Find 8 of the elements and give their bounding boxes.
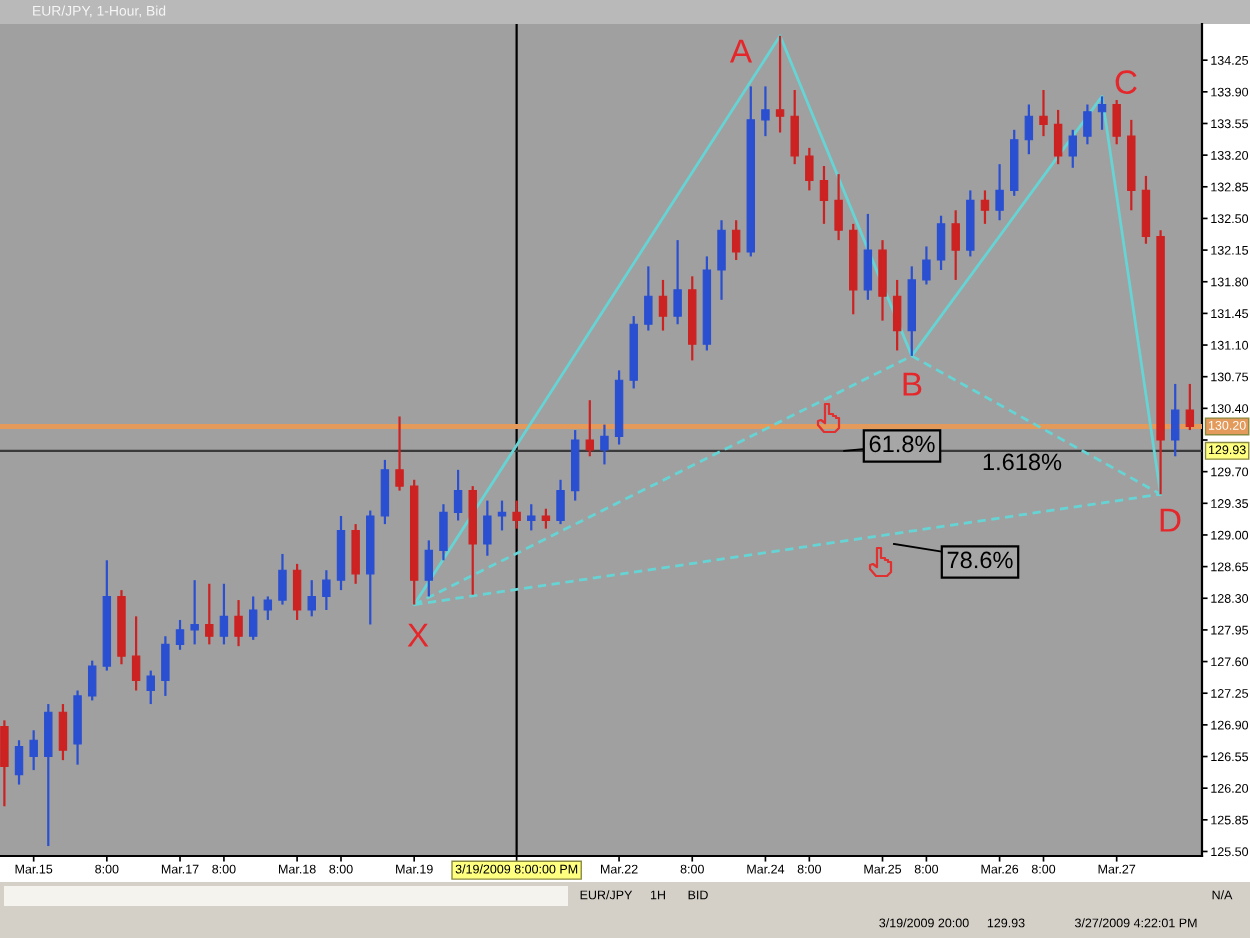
annotation: B	[903, 372, 922, 396]
annotation: D	[1160, 508, 1181, 532]
annotation: X	[407, 623, 429, 647]
annotation: C	[1115, 70, 1137, 94]
annotation: 78.6%	[947, 551, 1013, 569]
annotation: A	[729, 39, 753, 63]
annotation: 1.618%	[983, 453, 1062, 471]
annotation: 61.8%	[869, 435, 935, 453]
